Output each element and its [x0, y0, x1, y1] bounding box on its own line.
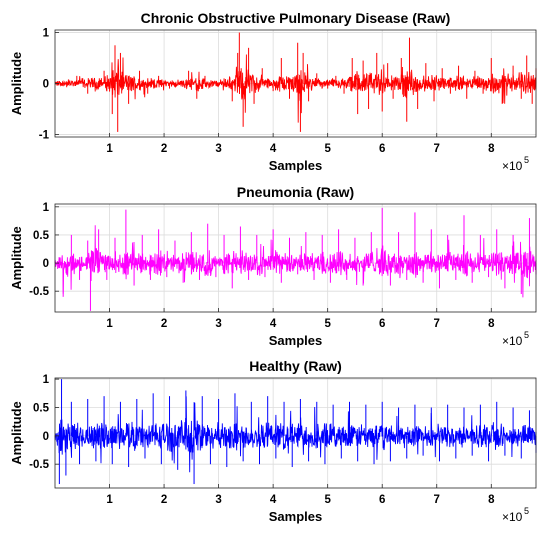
y-tick-label: 0.5	[33, 402, 50, 414]
subplot-title: Pneumonia (Raw)	[237, 184, 354, 200]
series-line	[54, 225, 537, 298]
y-axis-label: Amplitude	[9, 226, 24, 290]
x-tick-label: 3	[215, 318, 221, 330]
x-tick-label: 7	[434, 494, 440, 506]
x-tick-label: 7	[434, 318, 440, 330]
x-tick-label: 1	[106, 318, 113, 330]
x-tick-label: 1	[106, 494, 113, 506]
series-line	[54, 54, 537, 123]
x-exponent-power: 5	[524, 155, 529, 165]
x-tick-label: 8	[488, 494, 495, 506]
y-tick-label: -0.5	[29, 459, 49, 471]
x-tick-label: 4	[270, 143, 277, 155]
x-tick-label: 6	[379, 143, 385, 155]
x-tick-label: 5	[324, 494, 331, 506]
x-exponent-power: 5	[524, 506, 529, 516]
series-line	[54, 396, 537, 473]
x-tick-label: 7	[434, 143, 440, 155]
y-tick-label: 1	[43, 28, 50, 40]
subplot-3: 1 2 3 4 5 6 7 8 -0.5 0 0.5 1 Healthy (Raw) Samples Amp…	[9, 358, 537, 524]
y-tick-label: -0.5	[29, 286, 49, 298]
x-exponent-label: ×10	[502, 510, 523, 524]
x-exponent-label: ×10	[502, 159, 523, 173]
x-tick-label: 2	[161, 318, 167, 330]
subplot-2: 1 2 3 4 5 6 7 8 -0.5 0 0.5 1 Pneumonia (Raw) Samples A…	[9, 184, 537, 348]
axes-frame	[54, 203, 537, 313]
x-tick-label: 4	[270, 318, 277, 330]
x-tick-label: 8	[488, 318, 495, 330]
x-axis-label: Samples	[269, 158, 322, 173]
x-tick-label: 1	[106, 143, 113, 155]
x-tick-label: 5	[324, 318, 331, 330]
x-tick-label: 5	[324, 143, 331, 155]
x-tick-label: 3	[215, 494, 221, 506]
x-tick-label: 8	[488, 143, 495, 155]
subplot-title: Chronic Obstructive Pulmonary Disease (R…	[141, 10, 451, 26]
y-tick-label: 0	[43, 258, 49, 270]
axes-frame	[54, 377, 537, 489]
x-axis-label: Samples	[269, 509, 322, 524]
x-axis-label: Samples	[269, 333, 322, 348]
x-tick-label: 6	[379, 318, 385, 330]
x-tick-label: 6	[379, 494, 385, 506]
x-exponent-label: ×10	[502, 334, 523, 348]
y-axis-label: Amplitude	[9, 52, 24, 116]
x-tick-label: 2	[161, 143, 167, 155]
y-tick-label: 0	[43, 79, 49, 91]
y-tick-label: -1	[39, 129, 50, 141]
subplot-title: Healthy (Raw)	[249, 358, 342, 374]
x-exponent-power: 5	[524, 330, 529, 340]
y-axis-label: Amplitude	[9, 401, 24, 465]
y-tick-label: 0	[43, 431, 49, 443]
x-tick-label: 4	[270, 494, 277, 506]
x-tick-label: 2	[161, 494, 167, 506]
x-tick-label: 3	[215, 143, 221, 155]
y-tick-label: 1	[43, 202, 50, 214]
subplot-1: 1 2 3 4 5 6 7 8 -1 0 1 Chronic Obstructive Pulmonar…	[9, 10, 537, 173]
y-tick-label: 0.5	[33, 230, 50, 242]
y-tick-label: 1	[43, 374, 50, 386]
